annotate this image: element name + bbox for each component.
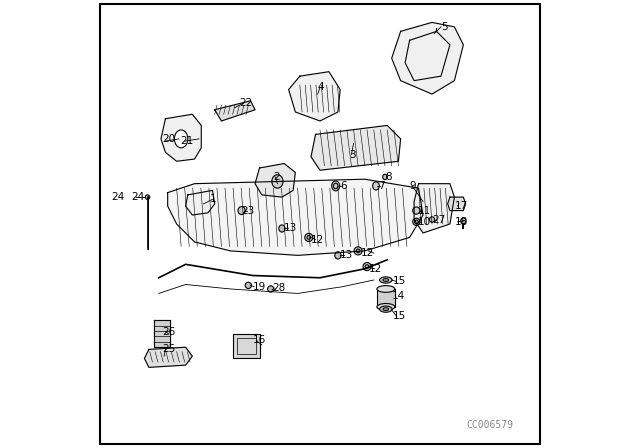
Ellipse shape: [279, 225, 285, 232]
Text: 21: 21: [180, 136, 193, 146]
Text: 17: 17: [455, 201, 468, 211]
Polygon shape: [161, 114, 202, 161]
Text: 7: 7: [378, 181, 385, 191]
Ellipse shape: [377, 304, 395, 310]
Text: 12: 12: [360, 248, 374, 258]
Text: CC006579: CC006579: [467, 420, 514, 430]
Polygon shape: [255, 164, 296, 197]
Polygon shape: [145, 347, 192, 367]
Text: 9: 9: [410, 181, 416, 191]
Text: 5: 5: [441, 22, 447, 32]
Ellipse shape: [238, 207, 245, 215]
Text: 26: 26: [163, 327, 175, 336]
Ellipse shape: [363, 263, 371, 271]
Polygon shape: [392, 22, 463, 94]
Ellipse shape: [429, 217, 435, 222]
Text: 4: 4: [317, 82, 324, 92]
Text: 25: 25: [163, 345, 175, 354]
Text: 12: 12: [369, 264, 383, 274]
Text: 2: 2: [273, 172, 280, 182]
Text: 15: 15: [392, 276, 406, 286]
Text: 10: 10: [418, 217, 431, 227]
Polygon shape: [215, 101, 255, 121]
Text: 20: 20: [163, 134, 175, 144]
Text: 3: 3: [349, 150, 356, 159]
Text: 24: 24: [131, 192, 144, 202]
Ellipse shape: [272, 175, 283, 188]
Text: 6: 6: [340, 181, 347, 191]
Text: 23: 23: [242, 206, 255, 215]
Text: 24: 24: [111, 192, 124, 202]
Text: 18: 18: [455, 217, 468, 227]
Ellipse shape: [332, 181, 340, 191]
Polygon shape: [414, 184, 454, 233]
Text: 15: 15: [392, 311, 406, 321]
Text: 13: 13: [284, 224, 298, 233]
Text: 28: 28: [272, 283, 285, 293]
Text: 22: 22: [239, 98, 253, 108]
Text: 8: 8: [385, 172, 392, 182]
Ellipse shape: [377, 286, 395, 293]
Polygon shape: [311, 125, 401, 170]
Ellipse shape: [354, 247, 362, 255]
Ellipse shape: [305, 233, 313, 241]
Text: 27: 27: [432, 215, 445, 224]
Ellipse shape: [145, 195, 150, 199]
Ellipse shape: [380, 277, 392, 283]
Polygon shape: [186, 190, 215, 215]
Polygon shape: [154, 320, 170, 347]
Ellipse shape: [335, 252, 341, 259]
Ellipse shape: [245, 282, 252, 289]
FancyBboxPatch shape: [233, 334, 260, 358]
Text: 16: 16: [253, 336, 266, 345]
Polygon shape: [289, 72, 340, 121]
Text: 19: 19: [253, 282, 266, 292]
FancyBboxPatch shape: [377, 289, 395, 307]
Text: 14: 14: [392, 291, 405, 301]
Text: 12: 12: [311, 235, 324, 245]
Text: 1: 1: [210, 194, 217, 204]
Ellipse shape: [383, 174, 387, 180]
Ellipse shape: [413, 218, 420, 225]
Text: 13: 13: [340, 250, 353, 260]
Ellipse shape: [413, 207, 420, 214]
Ellipse shape: [174, 130, 188, 148]
Ellipse shape: [380, 306, 392, 312]
Ellipse shape: [372, 182, 380, 190]
Text: 11: 11: [418, 206, 431, 215]
Polygon shape: [168, 179, 423, 255]
Ellipse shape: [461, 218, 466, 224]
Polygon shape: [448, 197, 466, 211]
Ellipse shape: [268, 286, 274, 292]
